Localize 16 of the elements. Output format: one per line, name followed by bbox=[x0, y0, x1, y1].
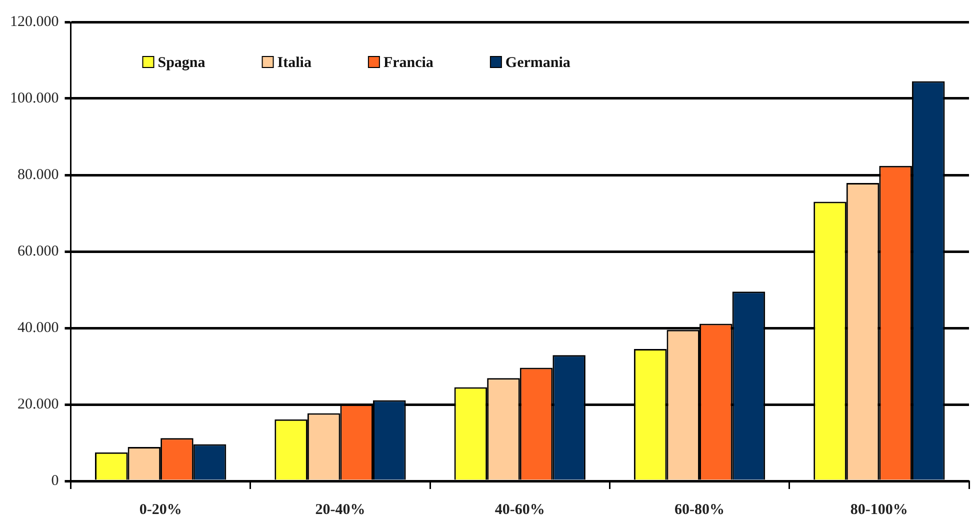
x-tick-label: 80-100% bbox=[850, 502, 908, 518]
y-tick-label: 0 bbox=[51, 472, 59, 489]
y-tick-label: 120.000 bbox=[10, 14, 59, 30]
legend-label: Spagna bbox=[158, 54, 206, 71]
x-tick-label: 60-80% bbox=[674, 502, 725, 518]
y-tick-label: 80.000 bbox=[18, 166, 59, 183]
y-tick-label: 100.000 bbox=[10, 90, 59, 106]
legend-label: Francia bbox=[383, 54, 434, 71]
legend-label: Germania bbox=[505, 54, 571, 71]
x-tick-label: 40-60% bbox=[494, 502, 545, 518]
y-tick-label: 60.000 bbox=[18, 243, 59, 260]
x-tick-label: 0-20% bbox=[139, 502, 182, 518]
legend-label: Italia bbox=[277, 54, 312, 71]
y-tick-label: 40.000 bbox=[18, 320, 59, 336]
y-tick-label: 20.000 bbox=[18, 396, 59, 412]
x-tick-label: 20-40% bbox=[315, 502, 366, 518]
